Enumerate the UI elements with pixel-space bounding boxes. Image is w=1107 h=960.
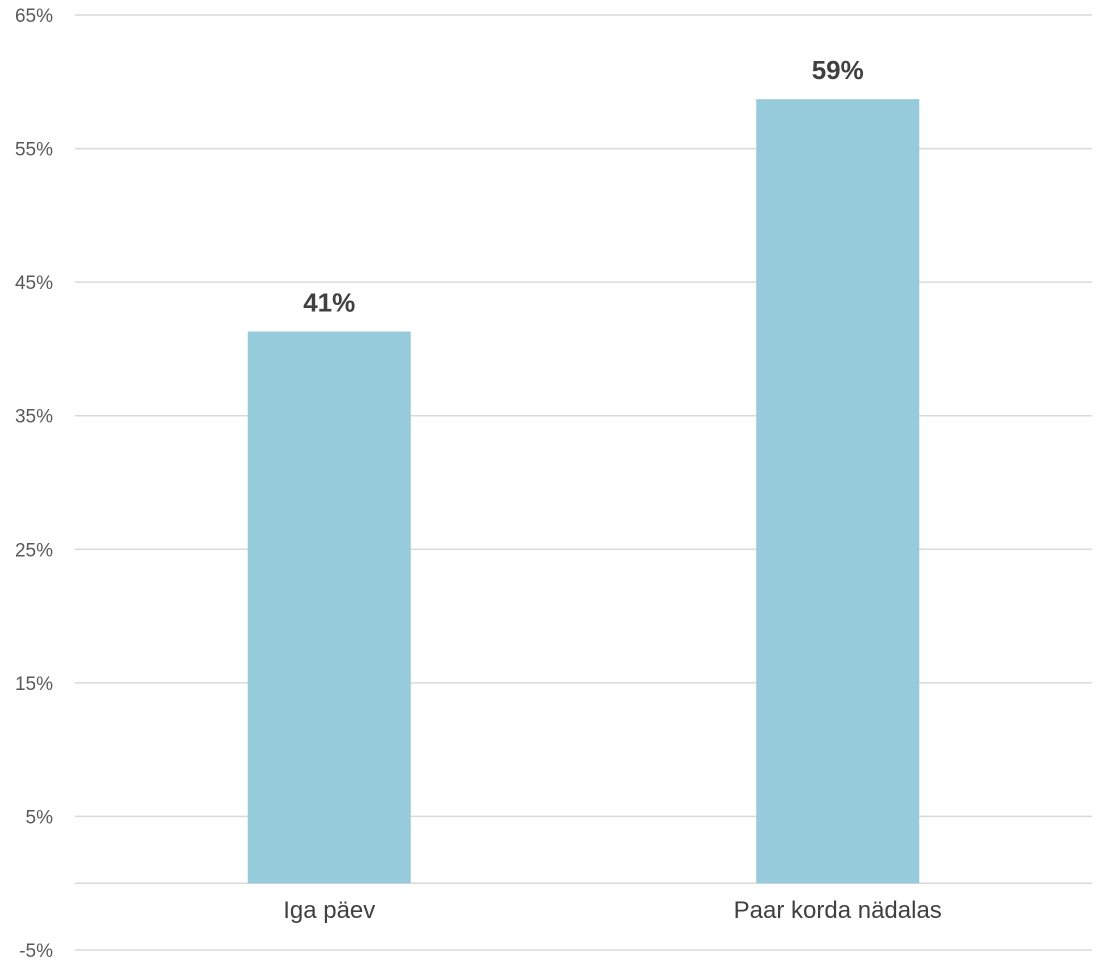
data-label: 59%: [812, 55, 864, 85]
data-label: 41%: [303, 288, 355, 318]
y-tick-label: 55%: [15, 140, 53, 161]
y-tick-label: 65%: [15, 6, 53, 27]
x-axis-categories: Iga päev Paar korda nädalas: [283, 897, 942, 924]
y-tick-label: -5%: [19, 941, 53, 960]
gridlines: [75, 14, 1092, 951]
y-tick-label: 25%: [15, 540, 53, 561]
y-axis-ticks: -5% 5% 15% 25% 35% 45% 55% 65%: [15, 6, 53, 960]
y-tick-label: 15%: [15, 674, 53, 695]
category-label: Paar korda nädalas: [734, 897, 942, 924]
y-tick-label: 45%: [15, 273, 53, 294]
category-label: Iga päev: [283, 897, 375, 924]
data-labels: 41% 59%: [303, 55, 864, 317]
bar: [247, 331, 411, 884]
y-tick-label: 5%: [26, 807, 54, 828]
bar: [756, 99, 920, 884]
y-tick-label: 35%: [15, 407, 53, 428]
bars: [247, 99, 920, 884]
